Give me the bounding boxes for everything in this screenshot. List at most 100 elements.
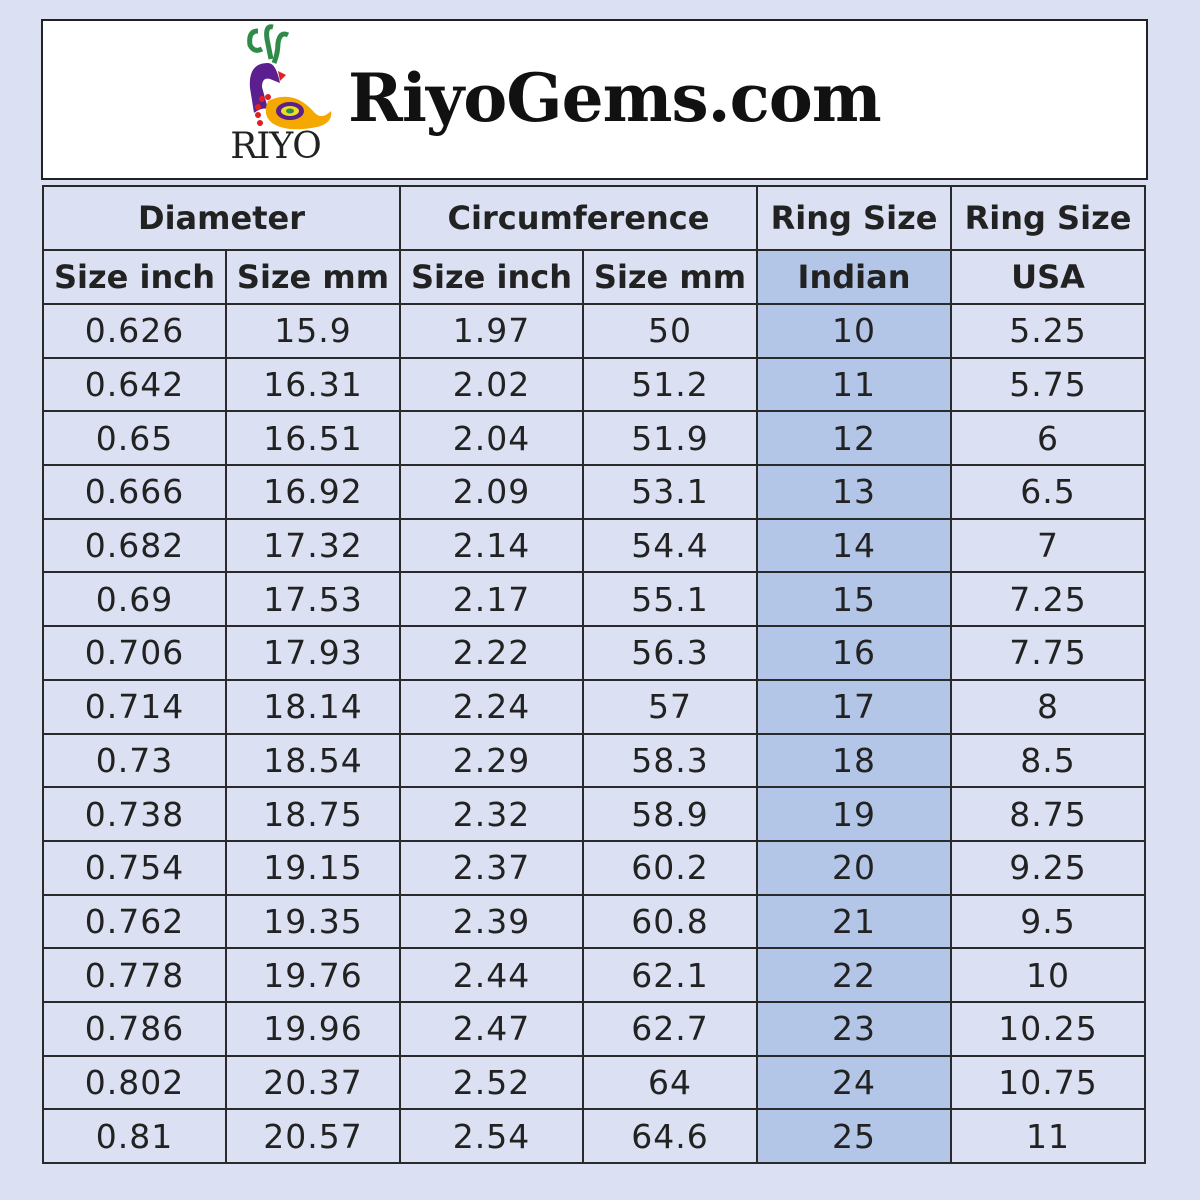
cell-circumference-mm: 60.8 <box>582 893 758 950</box>
cell-ring-size-usa: 5.75 <box>950 356 1146 413</box>
cell-ring-size-usa: 8 <box>950 678 1146 735</box>
cell-ring-size-usa: 10.25 <box>950 1000 1146 1057</box>
cell-diameter-mm: 19.76 <box>225 947 401 1003</box>
cell-circumference-inch: 2.32 <box>399 786 584 842</box>
table-row: 0.738 18.75 2.32 58.9 19 8.75 <box>42 786 1146 842</box>
cell-diameter-mm: 17.93 <box>225 625 401 681</box>
table-row: 0.69 17.53 2.17 55.1 15 7.25 <box>42 571 1146 628</box>
cell-diameter-inch: 0.682 <box>42 517 227 574</box>
cell-circumference-inch: 2.39 <box>399 893 584 950</box>
cell-ring-size-indian: 24 <box>756 1054 952 1111</box>
cell-circumference-inch: 2.52 <box>399 1054 584 1111</box>
cell-circumference-inch: 2.29 <box>399 732 584 789</box>
cell-ring-size-indian: 21 <box>756 893 952 950</box>
cell-ring-size-indian: 23 <box>756 1000 952 1057</box>
cell-circumference-mm: 60.2 <box>582 839 758 896</box>
cell-ring-size-usa: 7.25 <box>950 571 1146 628</box>
cell-ring-size-indian: 10 <box>756 303 952 359</box>
table-row: 0.81 20.57 2.54 64.6 25 11 <box>42 1108 1146 1164</box>
cell-ring-size-indian: 20 <box>756 839 952 896</box>
cell-circumference-mm: 57 <box>582 678 758 735</box>
cell-diameter-mm: 16.92 <box>225 464 401 520</box>
cell-diameter-inch: 0.666 <box>42 464 227 520</box>
cell-diameter-inch: 0.642 <box>42 356 227 413</box>
cell-circumference-mm: 64 <box>582 1054 758 1111</box>
table-row: 0.682 17.32 2.14 54.4 14 7 <box>42 517 1146 574</box>
table-row: 0.65 16.51 2.04 51.9 12 6 <box>42 410 1146 467</box>
subheader-diameter-mm: Size mm <box>225 249 401 305</box>
cell-circumference-mm: 50 <box>582 303 758 359</box>
brand-banner: RIYO RiyoGems.com <box>41 19 1148 180</box>
cell-diameter-mm: 18.14 <box>225 678 401 735</box>
ring-size-table: Diameter Circumference Ring Size Ring Si… <box>42 185 1146 1164</box>
cell-diameter-mm: 17.53 <box>225 571 401 628</box>
cell-circumference-mm: 51.9 <box>582 410 758 467</box>
cell-circumference-mm: 54.4 <box>582 517 758 574</box>
cell-diameter-inch: 0.754 <box>42 839 227 896</box>
cell-diameter-inch: 0.81 <box>42 1108 227 1164</box>
cell-circumference-mm: 51.2 <box>582 356 758 413</box>
table-row: 0.778 19.76 2.44 62.1 22 10 <box>42 947 1146 1003</box>
cell-circumference-inch: 1.97 <box>399 303 584 359</box>
cell-diameter-inch: 0.714 <box>42 678 227 735</box>
table-row: 0.642 16.31 2.02 51.2 11 5.75 <box>42 356 1146 413</box>
cell-diameter-inch: 0.69 <box>42 571 227 628</box>
cell-ring-size-indian: 18 <box>756 732 952 789</box>
cell-circumference-mm: 62.7 <box>582 1000 758 1057</box>
cell-diameter-mm: 20.57 <box>225 1108 401 1164</box>
cell-ring-size-usa: 6.5 <box>950 464 1146 520</box>
cell-diameter-inch: 0.802 <box>42 1054 227 1111</box>
cell-ring-size-indian: 12 <box>756 410 952 467</box>
cell-ring-size-usa: 8.5 <box>950 732 1146 789</box>
cell-circumference-inch: 2.14 <box>399 517 584 574</box>
subheader-diameter-inch: Size inch <box>42 249 227 305</box>
cell-circumference-mm: 58.9 <box>582 786 758 842</box>
cell-diameter-inch: 0.762 <box>42 893 227 950</box>
cell-diameter-inch: 0.786 <box>42 1000 227 1057</box>
cell-circumference-inch: 2.24 <box>399 678 584 735</box>
cell-ring-size-indian: 13 <box>756 464 952 520</box>
table-row: 0.714 18.14 2.24 57 17 8 <box>42 678 1146 735</box>
cell-ring-size-indian: 22 <box>756 947 952 1003</box>
subheader-indian: Indian <box>756 249 952 305</box>
cell-diameter-mm: 17.32 <box>225 517 401 574</box>
cell-diameter-inch: 0.706 <box>42 625 227 681</box>
cell-ring-size-usa: 8.75 <box>950 786 1146 842</box>
cell-circumference-mm: 55.1 <box>582 571 758 628</box>
cell-ring-size-usa: 9.25 <box>950 839 1146 896</box>
cell-ring-size-usa: 5.25 <box>950 303 1146 359</box>
cell-diameter-mm: 16.31 <box>225 356 401 413</box>
cell-ring-size-indian: 19 <box>756 786 952 842</box>
peacock-logo-icon <box>247 24 332 130</box>
cell-ring-size-usa: 7 <box>950 517 1146 574</box>
table-row: 0.626 15.9 1.97 50 10 5.25 <box>42 303 1146 359</box>
cell-ring-size-indian: 14 <box>756 517 952 574</box>
table-row: 0.666 16.92 2.09 53.1 13 6.5 <box>42 464 1146 520</box>
cell-circumference-inch: 2.47 <box>399 1000 584 1057</box>
cell-ring-size-usa: 11 <box>950 1108 1146 1164</box>
cell-ring-size-usa: 9.5 <box>950 893 1146 950</box>
cell-ring-size-indian: 16 <box>756 625 952 681</box>
cell-circumference-mm: 62.1 <box>582 947 758 1003</box>
cell-diameter-mm: 18.75 <box>225 786 401 842</box>
subheader-circumference-inch: Size inch <box>399 249 584 305</box>
cell-diameter-mm: 19.15 <box>225 839 401 896</box>
table-row: 0.754 19.15 2.37 60.2 20 9.25 <box>42 839 1146 896</box>
cell-diameter-inch: 0.778 <box>42 947 227 1003</box>
table-row: 0.802 20.37 2.52 64 24 10.75 <box>42 1054 1146 1111</box>
cell-circumference-inch: 2.09 <box>399 464 584 520</box>
cell-circumference-inch: 2.04 <box>399 410 584 467</box>
header-ring-size-usa: Ring Size <box>950 185 1146 251</box>
logo-text: RIYO <box>230 126 322 167</box>
cell-circumference-inch: 2.37 <box>399 839 584 896</box>
cell-diameter-inch: 0.626 <box>42 303 227 359</box>
cell-circumference-inch: 2.02 <box>399 356 584 413</box>
subheader-circumference-mm: Size mm <box>582 249 758 305</box>
cell-diameter-mm: 19.96 <box>225 1000 401 1057</box>
cell-circumference-inch: 2.44 <box>399 947 584 1003</box>
cell-diameter-inch: 0.73 <box>42 732 227 789</box>
cell-diameter-inch: 0.65 <box>42 410 227 467</box>
cell-circumference-mm: 64.6 <box>582 1108 758 1164</box>
cell-ring-size-indian: 25 <box>756 1108 952 1164</box>
cell-circumference-mm: 58.3 <box>582 732 758 789</box>
